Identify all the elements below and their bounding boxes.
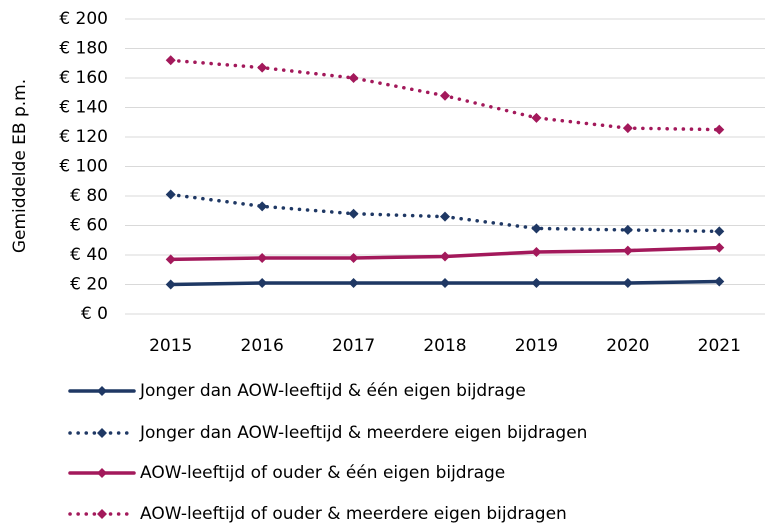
legend-marker — [97, 509, 107, 519]
y-tick-label: € 140 — [59, 98, 108, 118]
data-point — [531, 223, 542, 234]
y-tick-label: € 20 — [70, 275, 108, 295]
data-point — [714, 242, 725, 253]
x-tick-label: 2017 — [332, 336, 375, 356]
x-tick-label: 2018 — [423, 336, 466, 356]
data-point — [714, 124, 725, 135]
y-tick-label: € 40 — [70, 245, 108, 265]
data-point — [257, 252, 268, 263]
legend-label: Jonger dan AOW-leeftijd & één eigen bijd… — [139, 381, 526, 401]
data-point — [531, 247, 542, 258]
y-tick-label: € 180 — [59, 39, 108, 59]
y-axis-label: Gemiddelde EB p.m. — [10, 79, 30, 253]
data-point — [257, 62, 268, 73]
data-point — [622, 224, 633, 235]
legend-marker — [97, 386, 107, 396]
x-tick-label: 2016 — [241, 336, 284, 356]
legend-label: AOW-leeftijd of ouder & meerdere eigen b… — [140, 504, 567, 524]
legend-label: AOW-leeftijd of ouder & één eigen bijdra… — [140, 463, 505, 483]
data-point — [622, 123, 633, 134]
data-point — [440, 90, 450, 101]
x-tick-label: 2019 — [515, 336, 558, 356]
data-point — [165, 254, 176, 265]
x-tick-label: 2020 — [606, 336, 649, 356]
legend-marker — [97, 428, 107, 438]
y-tick-label: € 120 — [59, 127, 108, 147]
y-tick-label: € 160 — [59, 68, 108, 88]
data-point — [348, 208, 359, 219]
legend-marker — [97, 468, 107, 478]
data-point — [531, 112, 542, 123]
data-point — [714, 226, 725, 237]
x-tick-label: 2021 — [698, 336, 741, 356]
data-point — [348, 73, 359, 83]
y-tick-label: € 80 — [70, 186, 108, 206]
data-point — [257, 201, 268, 212]
y-tick-label: € 200 — [59, 9, 108, 29]
data-point — [622, 245, 633, 256]
data-point — [348, 278, 359, 289]
data-point — [531, 278, 542, 289]
y-tick-label: € 0 — [81, 304, 108, 324]
data-point — [440, 211, 450, 222]
legend-label: Jonger dan AOW-leeftijd & meerdere eigen… — [139, 423, 587, 443]
y-tick-label: € 60 — [70, 216, 108, 236]
data-point — [257, 278, 268, 289]
data-point — [348, 252, 359, 263]
y-tick-label: € 100 — [59, 157, 108, 177]
x-tick-label: 2015 — [149, 336, 192, 356]
data-point — [440, 251, 450, 262]
data-point — [440, 278, 450, 289]
data-point — [622, 278, 633, 289]
data-point — [714, 276, 725, 287]
data-point — [165, 55, 176, 66]
data-point — [165, 189, 176, 200]
data-point — [165, 279, 176, 290]
